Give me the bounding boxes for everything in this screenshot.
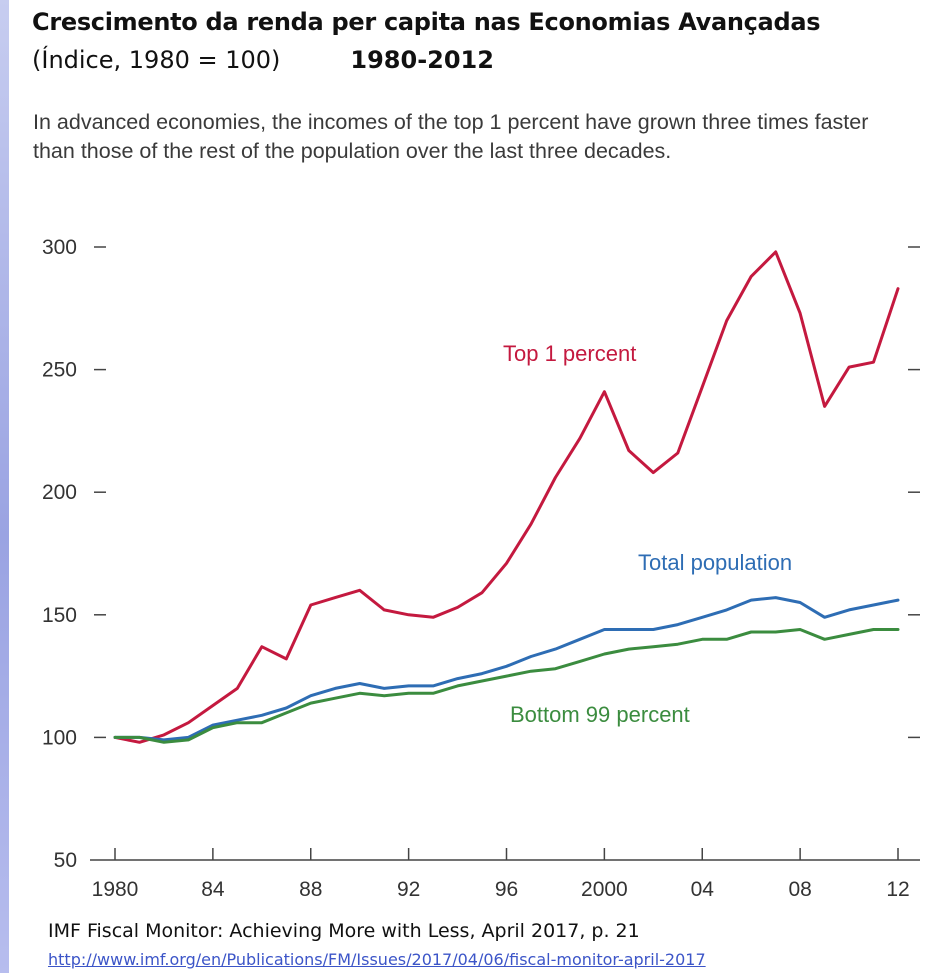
x-tick-label-1992: 92 [397,878,420,901]
series-label-bottom-99-percent: Bottom 99 percent [510,702,690,727]
subtitle-row: (Índice, 1980 = 100) 1980-2012 [32,46,494,74]
subtitle-years: 1980-2012 [350,46,494,74]
source-link[interactable]: http://www.imf.org/en/Publications/FM/Is… [48,950,706,969]
x-tick-label-1988: 88 [299,878,322,901]
chart-series-lines [113,250,900,744]
y-tick-label-200: 200 [42,481,77,504]
y-tick-label-100: 100 [42,726,77,749]
series-label-total-population: Total population [638,550,792,575]
page-title: Crescimento da renda per capita nas Econ… [32,8,821,36]
x-tick-label-2012: 12 [886,878,909,901]
y-tick-label-300: 300 [42,236,77,259]
chart-series-labels: Top 1 percent Total population Bottom 99 p… [503,341,792,727]
series-line-top-1-percent [113,250,900,744]
series-label-top-1-percent: Top 1 percent [503,341,636,366]
left-accent-strip [0,0,9,973]
x-tick-label-2000: 2000 [581,878,628,901]
chart-axes: 50 100 150 200 250 300 1980 84 88 92 96 2000 04 08 12 [42,236,920,901]
source-citation: IMF Fiscal Monitor: Achieving More with … [48,920,640,942]
y-tick-label-250: 250 [42,359,77,382]
x-tick-label-2008: 08 [788,878,811,901]
x-tick-label-2004: 04 [691,878,715,901]
series-line-total-population [113,596,900,742]
x-tick-label-1996: 96 [495,878,518,901]
series-line-bottom-99-percent [113,628,900,744]
x-tick-label-1984: 84 [201,878,225,901]
chart-description: In advanced economies, the incomes of th… [33,110,869,163]
y-tick-label-150: 150 [42,604,77,627]
y-tick-label-50: 50 [54,849,77,872]
x-tick-label-1980: 1980 [92,878,139,901]
subtitle-index: (Índice, 1980 = 100) [32,46,281,74]
